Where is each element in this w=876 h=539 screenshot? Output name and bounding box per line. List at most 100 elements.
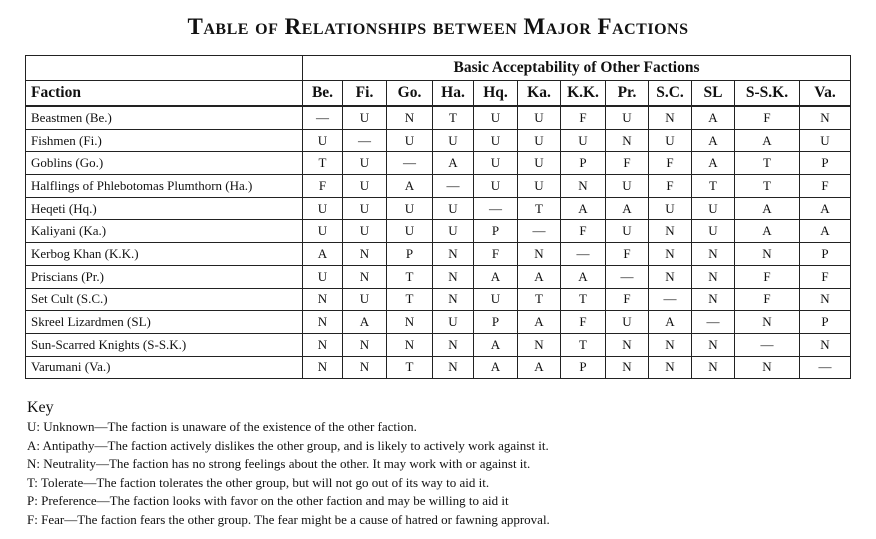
relationship-cell: N: [342, 355, 387, 380]
relationship-cell: U: [691, 196, 735, 221]
relationship-cell: U: [302, 264, 343, 289]
relationship-cell: U: [386, 128, 433, 153]
faction-name: Goblins (Go.): [25, 151, 303, 176]
faction-name: Halflings of Phlebotomas Plumthorn (Ha.): [25, 174, 303, 198]
relationship-cell: T: [386, 287, 433, 312]
relationships-table: Basic Acceptability of Other Factions Fa…: [25, 55, 851, 380]
relationship-cell: N: [691, 264, 735, 289]
relationship-cell: T: [302, 151, 343, 176]
relationship-cell: T: [386, 264, 433, 289]
faction-name: Varumani (Va.): [25, 355, 303, 380]
key-item: P: Preference—The faction looks with fav…: [27, 493, 509, 509]
relationship-cell: N: [648, 332, 692, 357]
relationship-cell: A: [691, 151, 735, 176]
relationship-cell: N: [517, 242, 561, 266]
relationship-cell: F: [734, 264, 800, 289]
relationship-cell: A: [473, 264, 518, 289]
group-header: Basic Acceptability of Other Factions: [302, 55, 851, 81]
relationship-cell: P: [473, 310, 518, 334]
relationship-cell: N: [799, 105, 851, 130]
relationship-cell: N: [302, 287, 343, 312]
relationship-cell: A: [473, 355, 518, 380]
relationship-cell: N: [302, 310, 343, 334]
relationship-cell: F: [799, 264, 851, 289]
relationship-cell: P: [799, 242, 851, 266]
relationship-cell: A: [734, 128, 800, 153]
relationship-cell: N: [691, 242, 735, 266]
column-header: K.K.: [560, 80, 606, 107]
relationship-cell: N: [432, 264, 474, 289]
relationship-cell: U: [432, 310, 474, 334]
relationship-cell: —: [605, 264, 649, 289]
relationship-cell: U: [473, 287, 518, 312]
relationship-cell: F: [605, 287, 649, 312]
relationship-cell: N: [605, 128, 649, 153]
relationship-cell: U: [517, 105, 561, 130]
relationship-cell: U: [799, 128, 851, 153]
relationship-cell: N: [691, 355, 735, 380]
relationship-cell: —: [386, 151, 433, 176]
relationship-cell: F: [734, 105, 800, 130]
relationship-cell: U: [432, 128, 474, 153]
key-item: F: Fear—The faction fears the other grou…: [27, 511, 550, 527]
column-header: Ha.: [432, 80, 474, 107]
relationship-cell: F: [473, 242, 518, 266]
relationship-cell: N: [648, 355, 692, 380]
column-header: Fi.: [342, 80, 387, 107]
relationship-cell: A: [342, 310, 387, 334]
faction-name: Set Cult (S.C.): [25, 287, 303, 312]
relationship-cell: U: [517, 151, 561, 176]
relationship-cell: —: [560, 242, 606, 266]
relationship-cell: N: [560, 174, 606, 198]
column-header: Go.: [386, 80, 433, 107]
column-header: Be.: [302, 80, 343, 107]
relationship-cell: N: [734, 242, 800, 266]
relationship-cell: A: [517, 355, 561, 380]
relationship-cell: —: [302, 105, 343, 130]
relationship-cell: T: [517, 196, 561, 221]
relationship-cell: N: [605, 332, 649, 357]
relationship-cell: A: [302, 242, 343, 266]
relationship-cell: U: [605, 174, 649, 198]
table-row: Priscians (Pr.) U N T N A A A — N N F F: [25, 264, 851, 289]
relationship-cell: N: [386, 105, 433, 130]
table-row: Sun-Scarred Knights (S-S.K.) N N N N A N T N N N — N: [25, 332, 851, 357]
relationship-cell: A: [517, 264, 561, 289]
table-row: Beastmen (Be.) — U N T U U F U N A F N: [25, 105, 851, 130]
relationship-cell: A: [734, 196, 800, 221]
relationship-cell: U: [302, 219, 343, 244]
relationship-cell: U: [473, 174, 518, 198]
relationship-cell: F: [560, 219, 606, 244]
relationship-cell: A: [691, 128, 735, 153]
relationship-cell: F: [605, 242, 649, 266]
relationship-cell: A: [648, 310, 692, 334]
relationship-cell: U: [302, 128, 343, 153]
table-row: Skreel Lizardmen (SL) N A N U P A F U A — N P: [25, 310, 851, 334]
relationship-cell: N: [517, 332, 561, 357]
relationship-cell: U: [648, 128, 692, 153]
table-row: Kaliyani (Ka.) U U U U P — F U N U A A: [25, 219, 851, 244]
relationship-cell: —: [799, 355, 851, 380]
relationship-cell: T: [734, 174, 800, 198]
relationship-cell: U: [386, 219, 433, 244]
relationship-cell: N: [648, 242, 692, 266]
table-row: Halflings of Phlebotomas Plumthorn (Ha.)…: [25, 174, 851, 198]
relationship-cell: F: [560, 310, 606, 334]
relationship-cell: T: [560, 287, 606, 312]
table-row: Heqeti (Hq.) U U U U — T A A U U A A: [25, 196, 851, 221]
key-item: A: Antipathy—The faction actively dislik…: [27, 437, 549, 453]
key-item: N: Neutrality—The faction has no strong …: [27, 456, 531, 472]
relationship-cell: —: [517, 219, 561, 244]
relationship-cell: N: [432, 332, 474, 357]
relationship-cell: F: [302, 174, 343, 198]
column-header: S-S.K.: [734, 80, 800, 107]
relationship-cell: F: [605, 151, 649, 176]
relationship-cell: F: [799, 174, 851, 198]
relationship-cell: —: [691, 310, 735, 334]
relationship-cell: U: [473, 105, 518, 130]
relationship-cell: T: [734, 151, 800, 176]
relationship-cell: —: [342, 128, 387, 153]
relationship-cell: F: [648, 174, 692, 198]
table-row: Goblins (Go.) T U — A U U P F F A T P: [25, 151, 851, 176]
faction-column-header: Faction: [25, 80, 303, 107]
